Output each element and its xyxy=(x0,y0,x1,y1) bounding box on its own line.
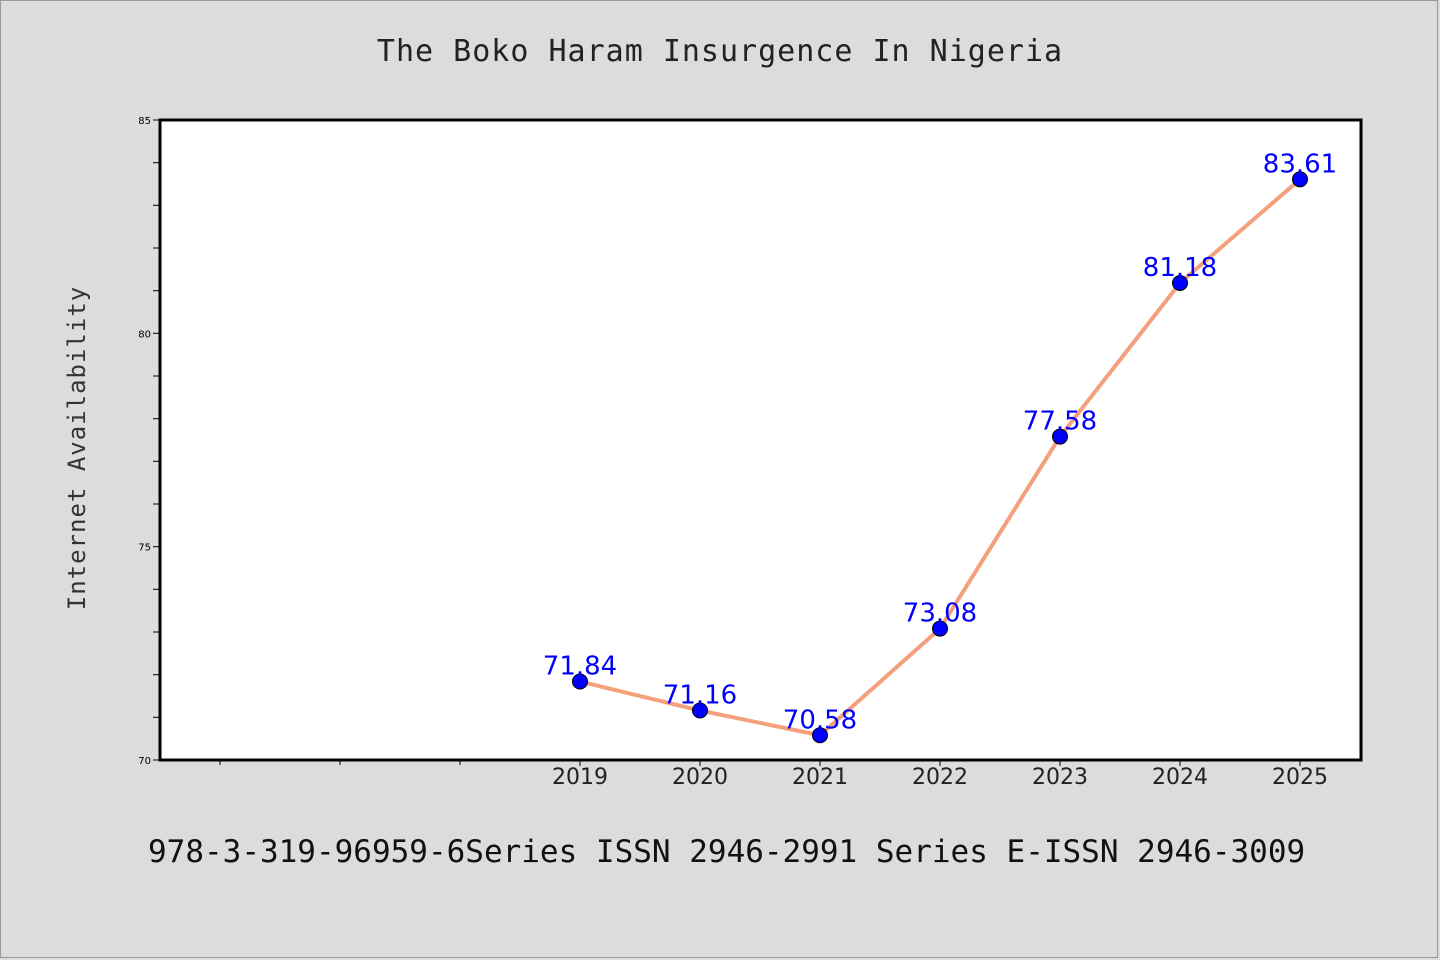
data-label: 71.84 xyxy=(543,651,617,681)
data-label: 81.18 xyxy=(1143,253,1217,283)
data-label: 77.58 xyxy=(1023,407,1097,437)
data-point xyxy=(932,620,948,637)
y-tick-label: 70 xyxy=(138,756,151,767)
x-tick-label: 2020 xyxy=(672,765,728,790)
isbn-footer: 978-3-319-96959-6Series ISSN 2946-2991 S… xyxy=(148,834,1306,870)
x-axis: 2019 2020 2021 2022 2023 2024 2025 xyxy=(219,760,1328,790)
data-point xyxy=(1172,274,1188,291)
y-axis: 70 75 80 85 xyxy=(138,116,160,767)
data-label: 70.58 xyxy=(783,705,857,735)
data-point xyxy=(812,727,828,744)
data-label: 71.16 xyxy=(663,681,737,711)
data-labels: 71.84 71.16 70.58 73.08 77.58 81.18 83.61 xyxy=(543,149,1337,735)
data-label: 73.08 xyxy=(903,599,977,629)
data-point xyxy=(572,673,588,690)
x-tick-label: 2021 xyxy=(792,765,848,790)
x-tick-label: 2025 xyxy=(1272,765,1328,790)
x-tick-label: 2024 xyxy=(1152,765,1208,790)
x-tick-label: 2023 xyxy=(1032,765,1088,790)
x-tick-label: 2019 xyxy=(552,765,608,790)
data-point xyxy=(692,702,708,719)
plot-area xyxy=(158,118,1363,762)
data-point xyxy=(1292,171,1308,188)
data-label: 83.61 xyxy=(1263,149,1337,179)
x-tick-label: 2022 xyxy=(912,765,968,790)
data-point xyxy=(1052,428,1068,445)
y-tick-label: 80 xyxy=(138,329,151,340)
chart-title: The Boko Haram Insurgence In Nigeria xyxy=(376,34,1064,69)
y-tick-label: 85 xyxy=(138,116,151,127)
data-markers xyxy=(572,171,1308,744)
y-tick-label: 75 xyxy=(138,543,151,554)
